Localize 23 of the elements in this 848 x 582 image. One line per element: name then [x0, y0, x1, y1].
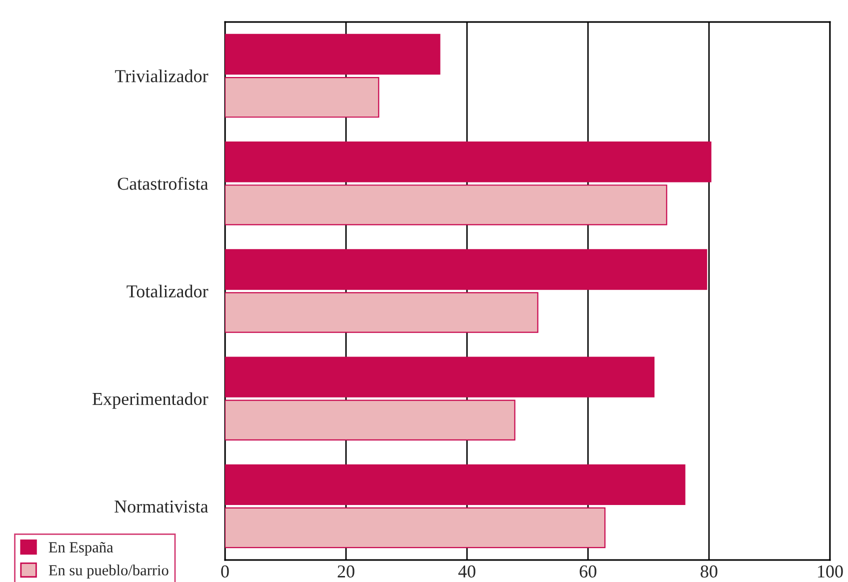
y-tick-label: Totalizador	[126, 284, 208, 298]
bar	[225, 142, 712, 182]
y-tick-label: Trivializador	[115, 70, 208, 82]
bar	[225, 356, 654, 398]
x-tick-label: 0	[221, 565, 229, 578]
x-tick-label: 20	[338, 565, 354, 578]
bar	[225, 292, 538, 333]
y-tick-label: Catastrofista	[118, 176, 208, 190]
y-tick-label: Experimentador	[92, 392, 208, 409]
legend-label: En España	[48, 542, 114, 556]
x-tick-label: 100	[818, 565, 843, 578]
x-tick-label: 40	[458, 565, 476, 578]
y-tick-label: Normativista	[114, 500, 208, 513]
x-tick-label: 60	[580, 565, 596, 578]
bar	[225, 507, 606, 548]
bar	[225, 184, 668, 226]
bar	[225, 76, 380, 118]
bar	[225, 34, 440, 75]
x-tick-label: 80	[700, 565, 718, 578]
legend-label: En su pueblo/barrio	[48, 564, 168, 579]
bar	[225, 464, 686, 506]
bar	[225, 400, 516, 440]
bar	[225, 249, 708, 290]
